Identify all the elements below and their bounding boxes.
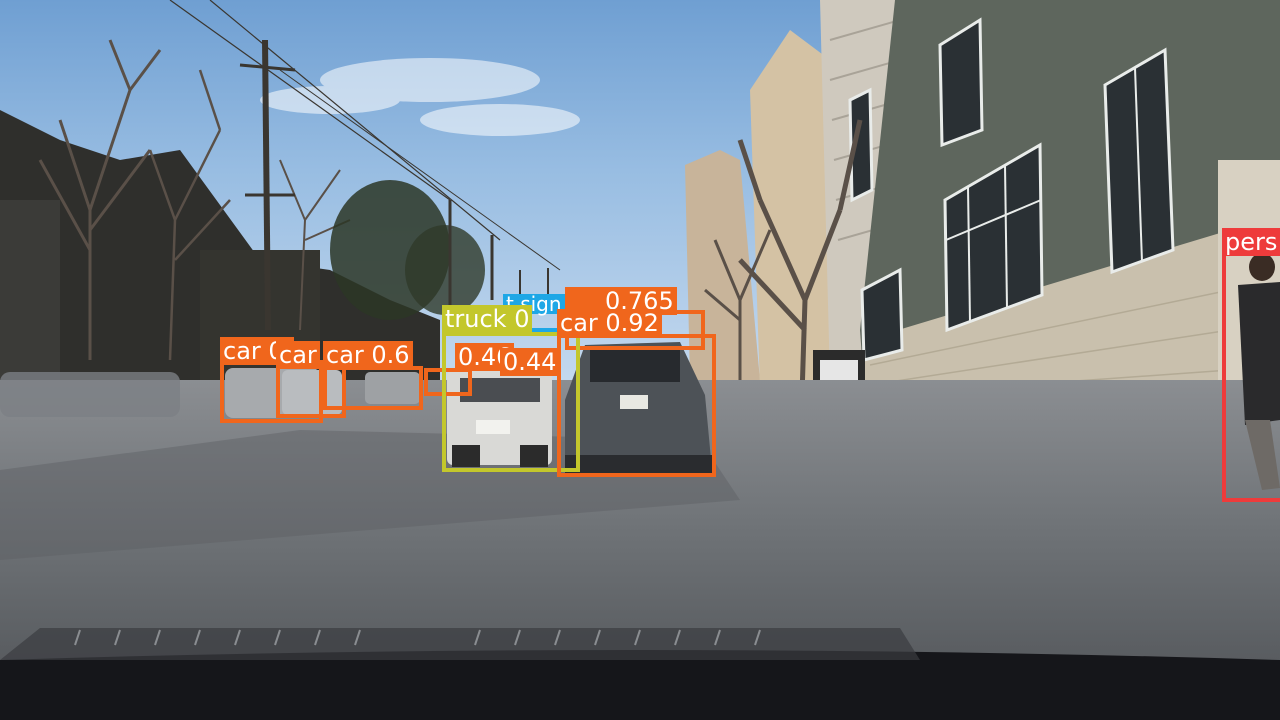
detection-label-car: 0.44: [500, 348, 560, 376]
utility-poles: [169, 0, 561, 331]
parked-cars: [0, 368, 420, 418]
detection-box-car: [323, 366, 423, 410]
detection-box-person: [1222, 252, 1280, 502]
pedestrian: [1238, 253, 1280, 490]
white-truck: [447, 370, 552, 467]
detection-box-truck: [442, 332, 580, 472]
detection-box-car: [424, 368, 472, 396]
dashboard: [0, 628, 1280, 720]
detection-label-car: car 0.6: [323, 341, 413, 369]
grey-car: [565, 342, 713, 473]
detection-label-person: pers: [1222, 228, 1280, 256]
detection-box-car: [557, 334, 716, 477]
right-trees: [704, 119, 863, 461]
detection-label-car: car: [276, 341, 320, 369]
detection-label-car: car 0.92: [557, 309, 662, 337]
left-trees: [38, 39, 485, 361]
detection-label-truck: truck 0: [442, 305, 533, 333]
right-buildings: [685, 0, 1280, 460]
